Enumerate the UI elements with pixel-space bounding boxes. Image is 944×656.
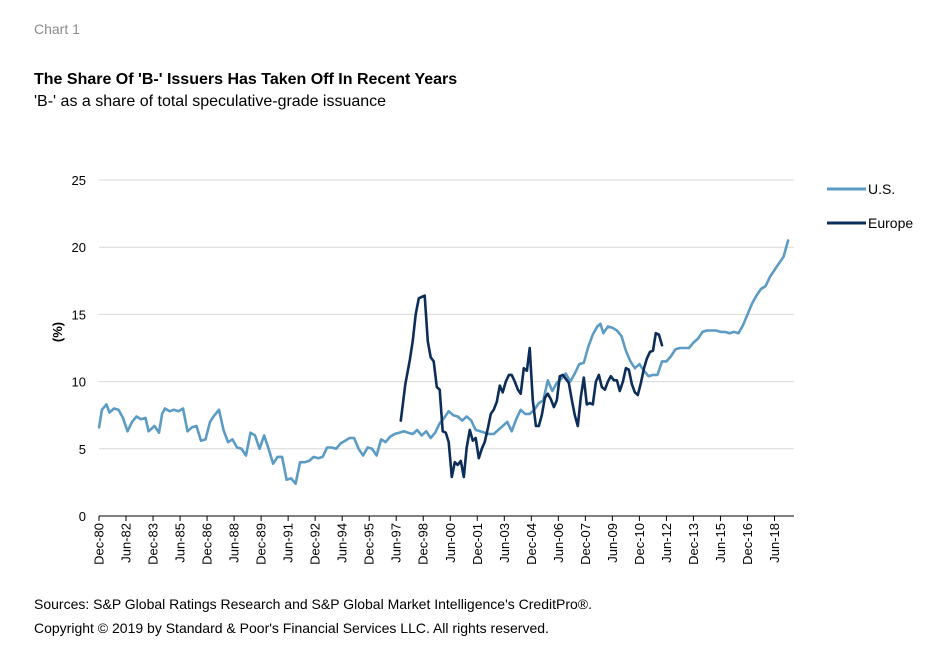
x-tick-label: Dec-16 (740, 523, 755, 565)
gridlines (99, 179, 794, 450)
x-tick-label: Jun-00 (443, 523, 458, 563)
legend: U.S. Europe (827, 181, 913, 231)
x-tick-label: Jun-15 (713, 523, 728, 563)
legend-label: Europe (868, 215, 913, 231)
x-tick-label: Dec-04 (524, 523, 539, 565)
x-tick-label: Jun-94 (335, 523, 350, 563)
series-line-europe (399, 294, 664, 479)
x-tick-label: Jun-85 (173, 523, 188, 563)
x-tick-label: Dec-89 (254, 523, 269, 565)
x-tick-label: Dec-10 (632, 523, 647, 565)
x-tick-label: Jun-18 (767, 523, 782, 563)
y-tick-label: 25 (72, 173, 86, 188)
series-line-us (97, 239, 790, 485)
x-tick-label: Dec-07 (578, 523, 593, 565)
copyright-note: Copyright © 2019 by Standard & Poor's Fi… (34, 620, 549, 636)
y-axis-label: (%) (50, 322, 65, 342)
x-axis: Dec-80 Jun-82 Dec-83 Jun-85 Dec-86 Jun-88 Dec-… (92, 515, 794, 565)
x-tick-label: Jun-09 (605, 523, 620, 563)
x-tick-label: Dec-92 (308, 523, 323, 565)
x-tick-label: Dec-01 (470, 523, 485, 565)
x-tick-label: Dec-13 (686, 523, 701, 565)
x-tick-label: Jun-03 (497, 523, 512, 563)
x-tick-label: Dec-98 (416, 523, 431, 565)
series-lines (97, 239, 790, 485)
y-tick-label: 15 (72, 307, 86, 322)
x-tick-label: Jun-12 (659, 523, 674, 563)
sources-note: Sources: S&P Global Ratings Research and… (34, 596, 592, 612)
x-tick-label: Dec-86 (200, 523, 215, 565)
chart-subtitle: 'B-' as a share of total speculative-gra… (34, 93, 387, 110)
y-tick-label: 20 (72, 240, 86, 255)
x-tick-label: Dec-95 (362, 523, 377, 565)
chart-title: The Share Of 'B-' Issuers Has Taken Off … (34, 71, 458, 88)
x-tick-label: Jun-06 (551, 523, 566, 563)
y-tick-label: 10 (72, 375, 86, 390)
x-tick-label: Jun-97 (389, 523, 404, 563)
x-tick-label: Jun-91 (281, 523, 296, 563)
x-tick-label: Dec-83 (146, 523, 161, 565)
x-tick-label: Dec-80 (92, 523, 107, 565)
x-tick-label: Jun-82 (119, 523, 134, 563)
legend-label: U.S. (868, 181, 895, 197)
x-tick-label: Jun-88 (227, 523, 242, 563)
y-axis-ticks: 0 5 10 15 20 25 (72, 173, 86, 524)
chart-number-label: Chart 1 (34, 21, 80, 37)
y-tick-label: 5 (79, 442, 86, 457)
y-tick-label: 0 (79, 509, 86, 524)
